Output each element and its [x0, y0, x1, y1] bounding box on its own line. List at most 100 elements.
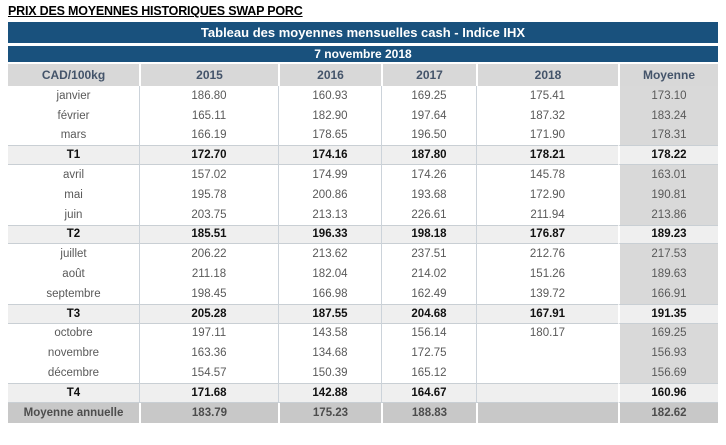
row-label: mars: [8, 125, 139, 146]
value-cell: 205.28: [139, 303, 278, 324]
table-row-d-cembre: décembre 154.57 150.39 165.12 156.69: [8, 363, 718, 383]
average-value-cell: 169.25: [618, 323, 718, 344]
row-label: Moyenne annuelle: [8, 402, 139, 423]
row-label: juin: [8, 204, 139, 225]
table-body: janvier 186.80 160.93 169.25 175.41 173.10 fév…: [8, 86, 718, 423]
value-cell: 180.17: [476, 323, 618, 344]
average-value-cell: 156.93: [618, 343, 718, 364]
value-cell: 172.75: [381, 343, 476, 364]
table-title-bar: Tableau des moyennes mensuelles cash - I…: [8, 22, 718, 43]
value-cell: 164.67: [381, 382, 476, 403]
average-value-cell: 189.23: [618, 224, 718, 245]
table-row-novembre: novembre 163.36 134.68 172.75 156.93: [8, 343, 718, 364]
value-cell: 142.88: [278, 382, 381, 403]
value-cell: 167.91: [476, 303, 618, 324]
average-value-cell: 178.22: [618, 145, 718, 166]
average-value-cell: 156.69: [618, 363, 718, 383]
average-value-cell: 182.62: [618, 402, 718, 423]
average-value-cell: 160.96: [618, 382, 718, 403]
year-header-2017: 2017: [381, 64, 476, 86]
value-cell: 174.16: [278, 145, 381, 166]
row-label: décembre: [8, 363, 139, 383]
table-row-f-vrier: février 165.11 182.90 197.64 187.32 183.24: [8, 105, 718, 126]
value-cell: 204.68: [381, 303, 476, 324]
value-cell: 175.41: [476, 86, 618, 106]
value-cell: 163.36: [139, 343, 278, 364]
column-header-row: CAD/100kg 2015 2016 2017 2018 Moyenne: [8, 64, 718, 86]
row-label: février: [8, 105, 139, 126]
row-label: octobre: [8, 323, 139, 344]
row-label: septembre: [8, 283, 139, 304]
value-cell: 145.78: [476, 165, 618, 185]
value-cell: 178.21: [476, 145, 618, 166]
year-header-2016: 2016: [278, 64, 381, 86]
value-cell: 193.68: [381, 184, 476, 205]
value-cell: [476, 363, 618, 383]
value-cell: 143.58: [278, 323, 381, 344]
table-row-t3: T3 205.28 187.55 204.68 167.91 191.35: [8, 303, 718, 324]
value-cell: 156.14: [381, 323, 476, 344]
value-cell: 187.80: [381, 145, 476, 166]
table-row-t1: T1 172.70 174.16 187.80 178.21 178.22: [8, 145, 718, 166]
value-cell: 211.18: [139, 264, 278, 284]
value-cell: 174.26: [381, 165, 476, 185]
value-cell: 139.72: [476, 283, 618, 304]
average-value-cell: 191.35: [618, 303, 718, 324]
row-label: avril: [8, 165, 139, 185]
average-value-cell: 190.81: [618, 184, 718, 205]
value-cell: 203.75: [139, 204, 278, 225]
value-cell: 182.04: [278, 264, 381, 284]
value-cell: 182.90: [278, 105, 381, 126]
table-row-avril: avril 157.02 174.99 174.26 145.78 163.01: [8, 165, 718, 185]
average-value-cell: 213.86: [618, 204, 718, 225]
value-cell: 134.68: [278, 343, 381, 364]
value-cell: 165.12: [381, 363, 476, 383]
value-cell: 197.64: [381, 105, 476, 126]
table-row-octobre: octobre 197.11 143.58 156.14 180.17 169.25: [8, 323, 718, 344]
value-cell: [476, 382, 618, 403]
value-cell: 196.50: [381, 125, 476, 146]
table-row-t4: T4 171.68 142.88 164.67 160.96: [8, 382, 718, 403]
row-label: juillet: [8, 244, 139, 265]
value-cell: 169.25: [381, 86, 476, 106]
value-cell: 174.99: [278, 165, 381, 185]
value-cell: 172.70: [139, 145, 278, 166]
table-row-mars: mars 166.19 178.65 196.50 171.90 178.31: [8, 125, 718, 146]
average-value-cell: 178.31: [618, 125, 718, 146]
value-cell: 185.51: [139, 224, 278, 245]
value-cell: 176.87: [476, 224, 618, 245]
value-cell: 226.61: [381, 204, 476, 225]
value-cell: 157.02: [139, 165, 278, 185]
table-row-juillet: juillet 206.22 213.62 237.51 212.76 217.53: [8, 244, 718, 265]
value-cell: 183.79: [139, 402, 278, 423]
row-label: T2: [8, 224, 139, 245]
table-row-moyenne-annuelle: Moyenne annuelle 183.79 175.23 188.83 182.62: [8, 402, 718, 423]
value-cell: 187.55: [278, 303, 381, 324]
value-cell: 188.83: [381, 402, 476, 423]
table-row-janvier: janvier 186.80 160.93 169.25 175.41 173.10: [8, 86, 718, 106]
table-row-mai: mai 195.78 200.86 193.68 172.90 190.81: [8, 184, 718, 205]
average-value-cell: 189.63: [618, 264, 718, 284]
row-label: août: [8, 264, 139, 284]
value-cell: [476, 343, 618, 364]
unit-header: CAD/100kg: [8, 64, 139, 86]
value-cell: 150.39: [278, 363, 381, 383]
value-cell: 212.76: [476, 244, 618, 265]
row-label: T3: [8, 303, 139, 324]
value-cell: [476, 402, 618, 423]
value-cell: 211.94: [476, 204, 618, 225]
value-cell: 214.02: [381, 264, 476, 284]
value-cell: 186.80: [139, 86, 278, 106]
value-cell: 197.11: [139, 323, 278, 344]
monthly-averages-table: Tableau des moyennes mensuelles cash - I…: [8, 22, 718, 423]
value-cell: 166.98: [278, 283, 381, 304]
row-label: T1: [8, 145, 139, 166]
value-cell: 172.90: [476, 184, 618, 205]
value-cell: 175.23: [278, 402, 381, 423]
value-cell: 196.33: [278, 224, 381, 245]
value-cell: 195.78: [139, 184, 278, 205]
value-cell: 171.68: [139, 382, 278, 403]
row-label: mai: [8, 184, 139, 205]
value-cell: 160.93: [278, 86, 381, 106]
